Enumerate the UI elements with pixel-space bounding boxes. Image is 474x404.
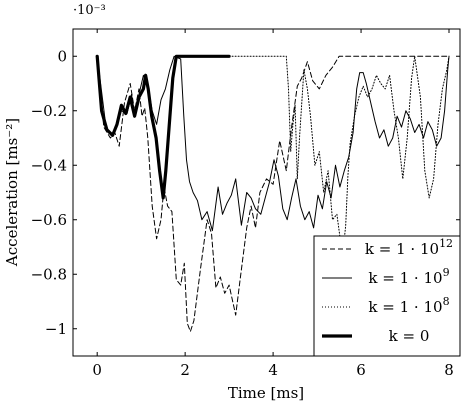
y-tick-label: −0.6 — [31, 211, 67, 229]
y-axis-title: Acceleration [ms⁻²] — [3, 118, 21, 267]
series-line-3 — [95, 54, 231, 200]
x-axis-title: Time [ms] — [228, 384, 304, 402]
legend-label: k = 1 · 109 — [368, 266, 449, 287]
legend-label: k = 1 · 108 — [368, 295, 449, 316]
series-line-2 — [228, 55, 450, 248]
y-tick-label: −0.4 — [31, 156, 67, 174]
legend: k = 1 · 1012 k = 1 · 109 k = 1 · 108 k = 0 — [313, 235, 461, 357]
plot-frame — [72, 28, 461, 357]
y-tick-label: −0.8 — [31, 265, 67, 283]
x-tick-label: 4 — [268, 361, 278, 379]
y-tick-label: −1 — [45, 320, 67, 338]
series-line-1 — [96, 55, 450, 232]
legend-label: k = 1 · 1012 — [365, 237, 453, 258]
tick-labels: 0 2 4 6 8 0 −0.2 −0.4 −0.6 −0.8 −1 — [31, 47, 454, 379]
legend-label: k = 0 — [389, 327, 430, 345]
series-layer — [95, 54, 450, 332]
y-scale-note: ·10⁻³ — [73, 3, 106, 18]
y-tick-label: 0 — [57, 47, 67, 65]
x-tick-label: 6 — [356, 361, 366, 379]
y-tick-label: −0.2 — [31, 102, 67, 120]
x-tick-label: 2 — [180, 361, 190, 379]
x-tick-label: 0 — [92, 361, 102, 379]
x-tick-label: 8 — [444, 361, 454, 379]
